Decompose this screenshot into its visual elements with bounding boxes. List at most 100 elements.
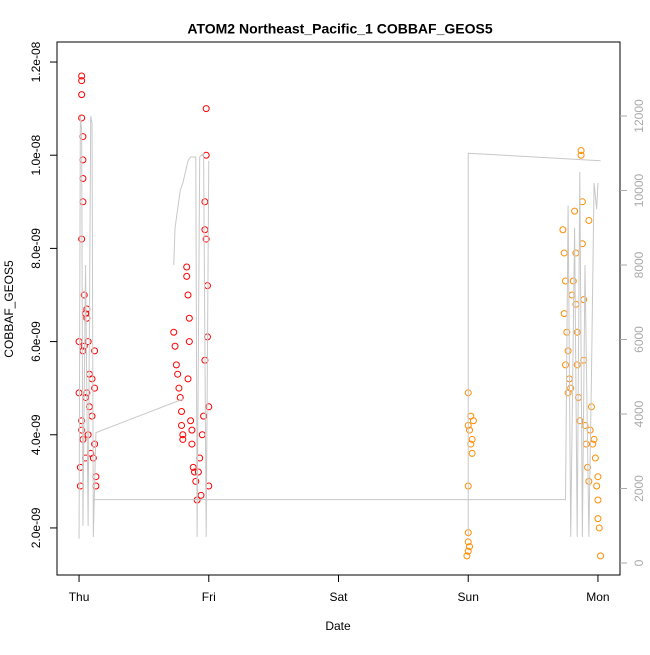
point bbox=[91, 384, 99, 392]
point bbox=[560, 310, 568, 318]
point bbox=[567, 384, 575, 392]
point bbox=[188, 426, 196, 434]
point bbox=[179, 431, 187, 439]
y-tick-label: 2.0e-09 bbox=[29, 507, 43, 548]
point bbox=[187, 417, 195, 425]
y2-tick-label: 0 bbox=[632, 559, 646, 566]
x-axis-label: Date bbox=[325, 619, 351, 633]
point bbox=[201, 198, 209, 206]
point bbox=[92, 482, 100, 490]
point bbox=[170, 328, 178, 336]
point bbox=[594, 473, 602, 481]
x-tick-label: Sat bbox=[329, 590, 348, 604]
point bbox=[573, 328, 581, 336]
point bbox=[78, 91, 86, 99]
point bbox=[589, 440, 597, 448]
y-tick-label: 1.2e-08 bbox=[29, 41, 43, 82]
point bbox=[569, 277, 577, 285]
point bbox=[464, 538, 472, 546]
point bbox=[594, 515, 602, 523]
point bbox=[201, 226, 209, 234]
x-tick-label: Thu bbox=[69, 590, 90, 604]
point bbox=[185, 314, 193, 322]
point bbox=[78, 114, 86, 122]
point bbox=[192, 477, 200, 485]
point bbox=[184, 375, 192, 383]
point bbox=[202, 105, 210, 113]
point bbox=[564, 347, 572, 355]
y-tick-label: 1.0e-08 bbox=[29, 135, 43, 176]
point bbox=[171, 342, 179, 350]
point bbox=[595, 524, 603, 532]
point bbox=[463, 552, 471, 560]
point bbox=[88, 412, 96, 420]
point bbox=[468, 449, 476, 457]
point bbox=[593, 482, 601, 490]
point bbox=[75, 338, 83, 346]
point bbox=[591, 454, 599, 462]
point bbox=[194, 468, 202, 476]
point bbox=[172, 361, 180, 369]
point bbox=[597, 552, 605, 560]
plot-box bbox=[56, 41, 621, 576]
point bbox=[590, 435, 598, 443]
point bbox=[585, 477, 593, 485]
point bbox=[582, 440, 590, 448]
point bbox=[88, 375, 96, 383]
point bbox=[577, 147, 585, 155]
point bbox=[576, 417, 584, 425]
point bbox=[78, 426, 86, 434]
point bbox=[79, 175, 87, 183]
point bbox=[78, 72, 86, 80]
point bbox=[562, 361, 570, 369]
x-tick-label: Sun bbox=[458, 590, 479, 604]
y2-tick-label: 2000 bbox=[632, 475, 646, 502]
chart-title: ATOM2 Northeast_Pacific_1 COBBAF_GEOS5 bbox=[187, 21, 492, 37]
point bbox=[468, 435, 476, 443]
y-axis-label: COBBAF_GEOS5 bbox=[2, 260, 16, 358]
x-tick-label: Mon bbox=[586, 590, 609, 604]
y-tick-label: 6.0e-09 bbox=[29, 321, 43, 362]
point bbox=[198, 431, 206, 439]
point bbox=[178, 407, 186, 415]
point bbox=[78, 77, 86, 85]
point bbox=[91, 440, 99, 448]
point bbox=[183, 263, 191, 271]
point bbox=[91, 347, 99, 355]
y-tick-label: 4.0e-09 bbox=[29, 414, 43, 455]
point bbox=[571, 207, 579, 215]
point bbox=[79, 133, 87, 141]
y2-tick-label: 12000 bbox=[632, 99, 646, 133]
point bbox=[559, 226, 567, 234]
x-tick-label: Fri bbox=[202, 590, 216, 604]
point bbox=[80, 291, 88, 299]
point bbox=[189, 463, 197, 471]
point bbox=[469, 417, 477, 425]
point bbox=[78, 417, 86, 425]
point bbox=[79, 198, 87, 206]
point bbox=[594, 496, 602, 504]
point bbox=[184, 291, 192, 299]
point bbox=[183, 272, 191, 280]
point bbox=[466, 543, 474, 551]
point bbox=[560, 249, 568, 257]
altitude-line bbox=[78, 115, 601, 539]
y-tick-label: 8.0e-09 bbox=[29, 228, 43, 269]
point bbox=[573, 361, 581, 369]
point bbox=[197, 491, 205, 499]
point bbox=[188, 440, 196, 448]
y2-tick-label: 6000 bbox=[632, 326, 646, 353]
point bbox=[84, 431, 92, 439]
point bbox=[464, 547, 472, 555]
point bbox=[577, 151, 585, 159]
point bbox=[185, 338, 193, 346]
y2-tick-label: 4000 bbox=[632, 400, 646, 427]
point bbox=[202, 235, 210, 243]
point bbox=[179, 435, 187, 443]
y2-tick-label: 8000 bbox=[632, 251, 646, 278]
point bbox=[79, 156, 87, 164]
point bbox=[92, 473, 100, 481]
point bbox=[585, 216, 593, 224]
point bbox=[175, 384, 183, 392]
